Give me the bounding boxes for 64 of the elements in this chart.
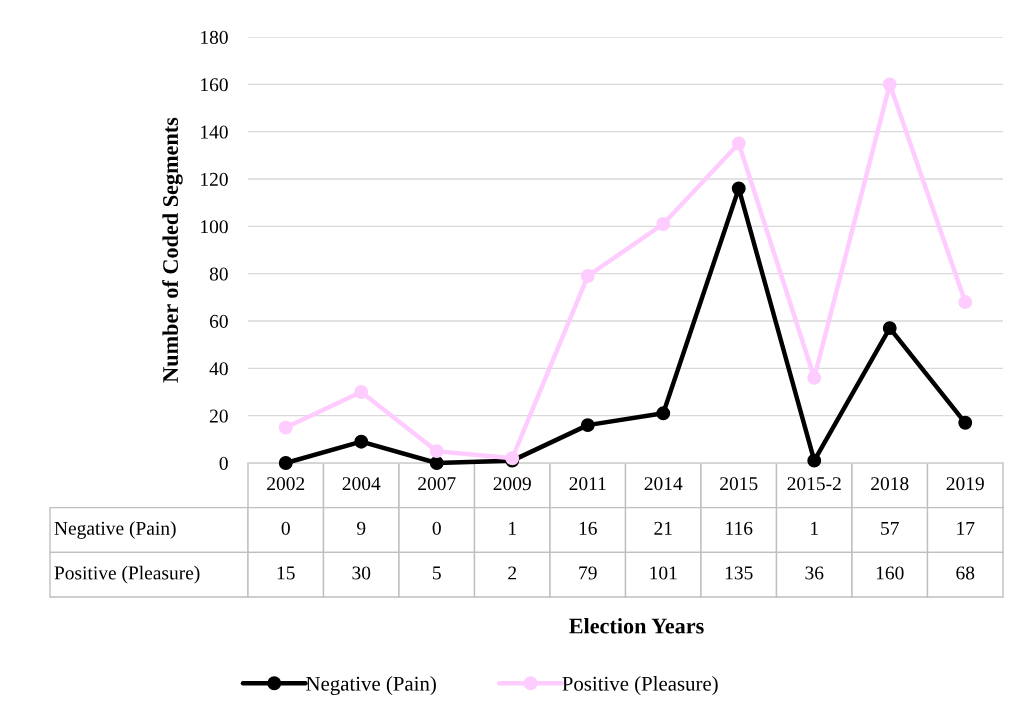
point bbox=[958, 415, 973, 430]
data-label: 1 bbox=[509, 521, 516, 535]
x-tick-label: 2014 bbox=[644, 477, 683, 491]
data-label: 17 bbox=[957, 521, 975, 535]
legend-label: Positive (Pleasure) bbox=[562, 676, 718, 695]
data-label: 0 bbox=[281, 521, 290, 535]
data-label: 79 bbox=[579, 566, 597, 580]
data-label: 30 bbox=[352, 566, 371, 580]
y-tick-label: 140 bbox=[201, 125, 228, 139]
y-tick-label: 180 bbox=[201, 30, 228, 44]
point bbox=[807, 453, 822, 468]
text: Election Years bbox=[569, 617, 704, 634]
x-tick-label: 2019 bbox=[946, 477, 984, 491]
y-tick-label: 40 bbox=[209, 362, 228, 376]
y-tick-label: 60 bbox=[209, 314, 228, 328]
data-label: 21 bbox=[654, 521, 672, 535]
x-tick-label: 2018 bbox=[871, 477, 909, 491]
point bbox=[278, 420, 293, 435]
point bbox=[656, 217, 671, 231]
x-tick-label: 2011 bbox=[569, 477, 606, 491]
data-label: 16 bbox=[579, 521, 597, 535]
point bbox=[580, 269, 595, 283]
point bbox=[656, 406, 671, 421]
x-tick-label: 2004 bbox=[342, 477, 381, 491]
x-tick-label: 2002 bbox=[267, 477, 305, 491]
y-axis-title: Number of Coded Segments bbox=[162, 117, 183, 383]
y-tick-label: 20 bbox=[209, 409, 228, 423]
data-label: 135 bbox=[725, 566, 753, 580]
point bbox=[429, 444, 444, 459]
data-label: 2 bbox=[508, 566, 517, 580]
y-tick-label: 80 bbox=[209, 267, 228, 281]
point bbox=[429, 456, 444, 470]
data-label: 36 bbox=[805, 566, 824, 580]
point bbox=[731, 181, 746, 196]
x-tick-label: 2007 bbox=[418, 477, 456, 491]
data-label: 57 bbox=[881, 521, 899, 535]
point bbox=[354, 385, 369, 399]
data-label: 9 bbox=[357, 521, 366, 535]
data-label: 68 bbox=[956, 566, 975, 580]
y-tick-label: 120 bbox=[201, 172, 228, 186]
legend-label: Negative (Pain) bbox=[306, 676, 436, 696]
y-tick-label: 160 bbox=[201, 78, 228, 92]
data-label: 101 bbox=[650, 566, 677, 580]
x-tick-label: 2015-2 bbox=[787, 477, 841, 491]
point bbox=[958, 295, 973, 310]
data-label: 160 bbox=[876, 566, 904, 580]
point bbox=[731, 136, 746, 151]
data-label: 0 bbox=[432, 521, 441, 535]
x-tick-label: 2009 bbox=[493, 477, 531, 491]
point bbox=[278, 456, 293, 470]
data-label: 5 bbox=[433, 566, 441, 580]
data-label: 1 bbox=[811, 521, 818, 535]
data-label: 116 bbox=[726, 521, 753, 535]
text: Negative (Pain) bbox=[54, 521, 176, 539]
x-tick-label: 2015 bbox=[720, 477, 758, 491]
point bbox=[882, 77, 897, 92]
data-label: 15 bbox=[277, 566, 295, 580]
point bbox=[580, 418, 595, 433]
point bbox=[354, 434, 369, 449]
point bbox=[807, 370, 822, 385]
text: Positive (Pleasure) bbox=[54, 565, 200, 584]
point bbox=[882, 321, 897, 336]
y-tick-label: 100 bbox=[201, 220, 228, 234]
y-tick-label: 0 bbox=[219, 456, 228, 470]
